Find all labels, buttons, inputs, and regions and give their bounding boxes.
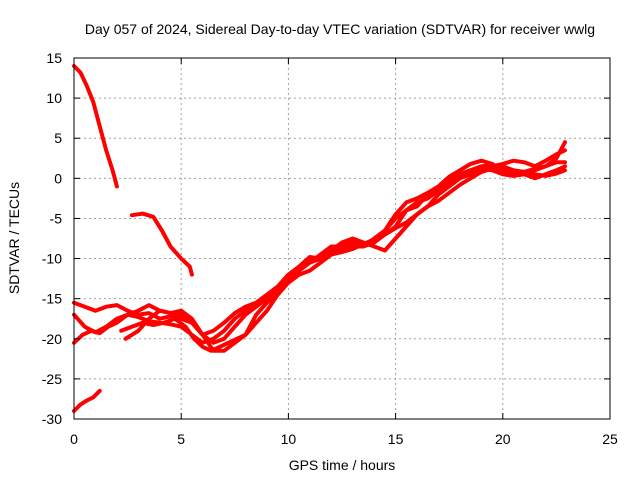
series-track-4 bbox=[72, 163, 567, 337]
y-tick-labels: -30 -25 -20 -15 -10 -5 0 5 10 15 bbox=[42, 50, 62, 427]
series-track-3 bbox=[72, 388, 102, 413]
y-tick-label: 5 bbox=[54, 130, 62, 146]
y-tick-label: 10 bbox=[46, 90, 62, 106]
series-layer bbox=[72, 64, 567, 413]
x-tick-label: 5 bbox=[177, 431, 185, 447]
x-axis-label: GPS time / hours bbox=[289, 457, 396, 473]
y-tick-label: -20 bbox=[42, 331, 62, 347]
series-track-1 bbox=[72, 64, 119, 189]
y-tick-label: -15 bbox=[42, 291, 62, 307]
axis-ticks bbox=[73, 57, 611, 420]
x-tick-label: 0 bbox=[70, 431, 78, 447]
chart-title: Day 057 of 2024, Sidereal Day-to-day VTE… bbox=[85, 21, 595, 37]
x-tick-label: 10 bbox=[281, 431, 297, 447]
x-tick-labels: 0 5 10 15 20 25 bbox=[70, 431, 618, 447]
y-tick-label: 15 bbox=[46, 50, 62, 66]
series-track-2 bbox=[129, 211, 194, 277]
x-tick-label: 25 bbox=[602, 431, 618, 447]
y-tick-label: -25 bbox=[42, 371, 62, 387]
x-tick-label: 15 bbox=[388, 431, 404, 447]
y-tick-label: -10 bbox=[42, 251, 62, 267]
grid-lines bbox=[74, 58, 610, 419]
series-track-5 bbox=[72, 160, 567, 345]
y-tick-label: -30 bbox=[42, 411, 62, 427]
plot-frame bbox=[73, 57, 611, 420]
series-track-8 bbox=[72, 140, 567, 345]
y-axis-label: SDTVAR / TECUs bbox=[6, 182, 22, 294]
x-tick-label: 20 bbox=[495, 431, 511, 447]
y-tick-label: 0 bbox=[54, 170, 62, 186]
y-tick-label: -5 bbox=[50, 210, 63, 226]
